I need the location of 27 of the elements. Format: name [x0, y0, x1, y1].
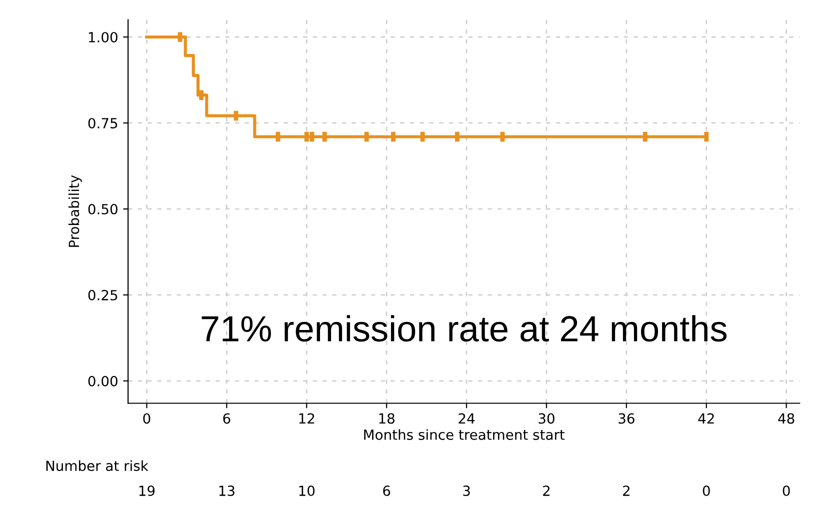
text: 2: [543, 486, 550, 496]
y-tick-label: 0.75: [88, 118, 118, 128]
x-tick-label: 48: [778, 413, 794, 424]
x-tick-label: 36: [618, 413, 634, 424]
y-tick-label: 0.25: [88, 290, 118, 300]
x-tick-label: 12: [299, 413, 314, 424]
y-tick-label: 0.50: [88, 204, 118, 214]
x-axis-title: Months since treatment start: [364, 429, 565, 440]
x-tick-label: 30: [538, 413, 554, 424]
y-tick-label: 0.00: [88, 376, 118, 386]
text: 2: [623, 486, 630, 496]
x-tick-label: 6: [223, 413, 230, 424]
text: 13: [219, 486, 234, 496]
y-tick-label: 1.00: [88, 32, 118, 42]
text: 3: [463, 486, 470, 496]
y-axis-title: Probability: [68, 175, 82, 247]
text: 10: [299, 486, 315, 496]
text: 0: [782, 486, 790, 496]
x-tick-label: 24: [458, 413, 475, 424]
text: 6: [383, 486, 390, 496]
x-tick-label: 42: [698, 413, 714, 424]
text: Number at risk: [46, 460, 148, 472]
x-tick-label: 18: [379, 413, 394, 424]
x-tick-label: 0: [143, 413, 150, 424]
annotation: 71% remission rate at 24 months: [202, 315, 727, 342]
text: 19: [139, 486, 155, 496]
text: 0: [702, 486, 710, 496]
